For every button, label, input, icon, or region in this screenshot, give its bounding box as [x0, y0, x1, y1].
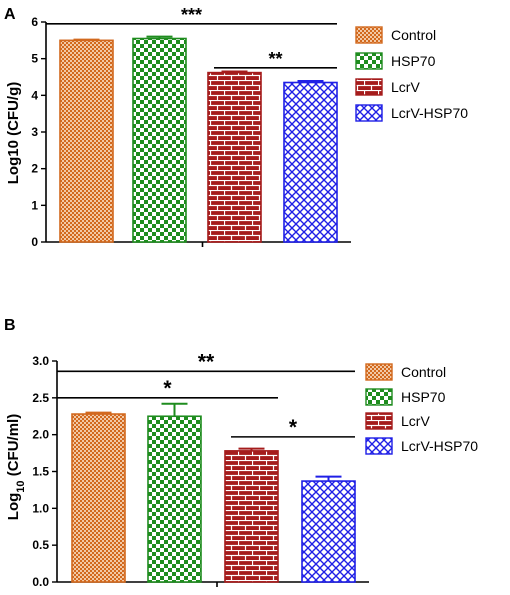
y-tick-label: 3.0: [32, 354, 49, 368]
legend-swatch: [355, 52, 383, 70]
y-tick-label: 2: [31, 162, 38, 176]
bar-hsp70: [147, 415, 202, 583]
y-tick-label: 3: [31, 125, 38, 139]
y-tick-label: 2.5: [32, 391, 49, 405]
panel-a-bars: [59, 35, 338, 243]
y-tick-label: 6: [31, 15, 38, 29]
significance-label: ***: [181, 5, 202, 25]
y-tick-label: 1.5: [32, 465, 49, 479]
legend-swatch: [365, 363, 393, 381]
significance-label: **: [198, 350, 215, 373]
y-tick-label: 2.0: [32, 428, 49, 442]
panel-a-y-axis-label: Log10 (CFU/g): [5, 82, 22, 185]
significance-label: *: [163, 377, 172, 400]
legend-swatch: [355, 104, 383, 122]
y-tick-label: 4: [31, 88, 38, 102]
panel-b-legend: Control HSP70 LcrV LcrV-HSP70: [365, 363, 478, 455]
panel-a-significance: *****: [46, 5, 337, 69]
bar-control: [59, 39, 114, 243]
significance-label: **: [268, 49, 282, 69]
legend-label: LcrV: [401, 413, 430, 429]
legend-swatch: [365, 412, 393, 430]
y-tick-label: 1: [31, 198, 38, 212]
panel-b-label: B: [4, 317, 16, 334]
legend-label: LcrV-HSP70: [391, 105, 468, 121]
panel-b-y-axis-label-main: Log: [5, 493, 22, 521]
y-tick-label: 0.5: [32, 538, 49, 552]
bar-hsp70: [132, 37, 187, 243]
significance-label: *: [289, 416, 298, 439]
legend-swatch: [355, 78, 383, 96]
panel-b-bars: [71, 402, 356, 583]
bar-lcrv-hsp70: [283, 81, 338, 243]
panel-a-legend: Control HSP70 LcrV LcrV-HSP70: [355, 26, 468, 122]
panel-a-label: A: [4, 6, 16, 23]
panel-b: B Log10 (CFU/ml) 0.0 0.5 1.0 1.5 2.0 2.5 3.0 *…: [4, 317, 478, 589]
legend-swatch: [365, 388, 393, 406]
bar-lcrv: [224, 450, 279, 583]
y-tick-label: 0.0: [32, 575, 49, 589]
bar-lcrv-hsp70: [301, 480, 356, 583]
panel-b-significance: ****: [57, 350, 355, 439]
bar-control: [71, 413, 126, 583]
y-tick-label: 1.0: [32, 501, 49, 515]
y-tick-label: 0: [31, 235, 38, 249]
panel-b-y-axis-label-rest: (CFU/ml): [5, 414, 22, 481]
legend-label: HSP70: [401, 389, 446, 405]
legend-label: LcrV-HSP70: [401, 438, 478, 454]
panel-b-y-axis-label: Log10 (CFU/ml): [5, 414, 27, 520]
panel-b-y-axis-label-sub: 10: [15, 480, 27, 492]
legend-swatch: [365, 437, 393, 455]
legend-label: Control: [391, 27, 436, 43]
bar-lcrv: [207, 71, 262, 243]
legend-label: Control: [401, 364, 446, 380]
y-tick-label: 5: [31, 52, 38, 66]
legend-swatch: [355, 26, 383, 44]
legend-label: LcrV: [391, 79, 420, 95]
legend-label: HSP70: [391, 53, 436, 69]
